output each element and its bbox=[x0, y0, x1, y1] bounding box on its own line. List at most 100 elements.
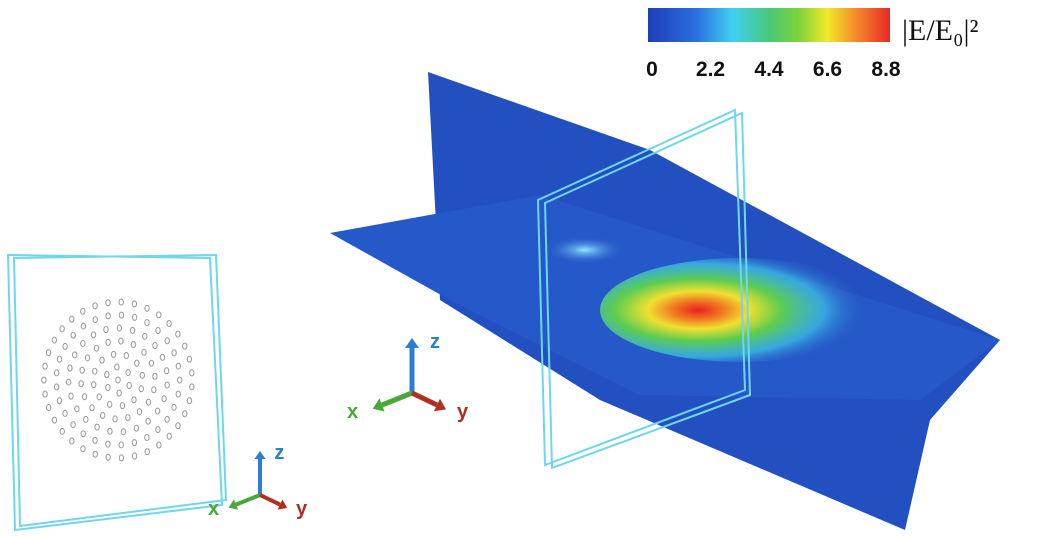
hole bbox=[164, 381, 170, 389]
hole bbox=[152, 372, 158, 380]
hole bbox=[106, 400, 113, 408]
hole bbox=[151, 386, 157, 394]
hole bbox=[131, 396, 137, 404]
hole bbox=[69, 315, 75, 323]
hole bbox=[92, 316, 98, 324]
hole bbox=[79, 366, 85, 374]
hole bbox=[105, 440, 111, 448]
hole bbox=[177, 376, 183, 384]
colorbar-tick-label: 4.4 bbox=[754, 58, 784, 81]
hole bbox=[72, 351, 78, 359]
hole bbox=[93, 344, 100, 352]
hole bbox=[186, 355, 193, 363]
hole bbox=[155, 327, 161, 335]
hole bbox=[175, 362, 182, 370]
hole bbox=[145, 398, 152, 406]
hole bbox=[84, 354, 91, 362]
focal-spot bbox=[600, 258, 880, 362]
hole bbox=[80, 322, 87, 330]
y-arrow bbox=[410, 390, 439, 408]
hole bbox=[131, 313, 138, 321]
hole bbox=[171, 349, 177, 357]
hole bbox=[189, 383, 195, 391]
hole bbox=[120, 428, 127, 436]
hole-pattern bbox=[41, 298, 195, 462]
hole bbox=[175, 390, 181, 398]
hole bbox=[62, 409, 68, 417]
colorbar-label: |E/E₀|² bbox=[902, 14, 978, 47]
y-label: y bbox=[457, 401, 469, 423]
hole bbox=[112, 415, 118, 423]
hole bbox=[118, 298, 124, 306]
x-arrow bbox=[381, 390, 413, 408]
hole bbox=[105, 338, 111, 346]
colorbar-tick-label: 8.8 bbox=[871, 58, 901, 81]
z-label: z bbox=[274, 442, 284, 464]
hole bbox=[118, 337, 124, 345]
hole bbox=[131, 452, 138, 460]
x-label: x bbox=[347, 401, 358, 423]
hole bbox=[80, 307, 86, 315]
hole bbox=[126, 381, 132, 389]
hole bbox=[155, 426, 161, 434]
hole bbox=[189, 369, 195, 377]
hole bbox=[123, 352, 130, 360]
hole bbox=[129, 326, 136, 334]
aperture-frame bbox=[536, 108, 752, 470]
hole bbox=[156, 441, 162, 449]
hole bbox=[78, 380, 84, 388]
hole bbox=[99, 411, 106, 419]
colorbar-tick-label: 6.6 bbox=[813, 58, 842, 81]
hole bbox=[69, 437, 75, 445]
hole bbox=[175, 422, 181, 430]
hole bbox=[80, 445, 86, 453]
hole bbox=[144, 433, 150, 441]
hole bbox=[182, 410, 188, 418]
hole bbox=[118, 441, 124, 449]
colorbar-tick-label: 2.2 bbox=[696, 58, 725, 81]
y-label: y bbox=[296, 498, 308, 520]
hole bbox=[81, 393, 88, 401]
hole bbox=[92, 450, 98, 458]
hole bbox=[148, 359, 155, 367]
hole bbox=[51, 336, 58, 344]
hole bbox=[92, 302, 98, 310]
hole bbox=[154, 407, 161, 415]
hole bbox=[45, 349, 52, 357]
hole bbox=[42, 362, 48, 370]
hole bbox=[133, 424, 140, 432]
hole bbox=[161, 395, 167, 403]
hole bbox=[96, 393, 102, 401]
colorbar-tick-label: 0 bbox=[646, 58, 658, 81]
hole bbox=[105, 299, 111, 307]
x-arrow bbox=[235, 493, 261, 507]
hole bbox=[159, 353, 166, 361]
hole bbox=[53, 369, 60, 377]
hole bbox=[94, 423, 100, 431]
hole bbox=[107, 427, 113, 435]
hole bbox=[99, 356, 105, 364]
hole bbox=[125, 369, 131, 377]
z-label: z bbox=[430, 331, 440, 353]
hole bbox=[90, 331, 97, 339]
y-arrow-head bbox=[277, 499, 288, 510]
hole bbox=[116, 324, 123, 332]
y-arrow bbox=[259, 493, 281, 507]
side-lobe bbox=[545, 236, 625, 264]
hole bbox=[186, 397, 193, 405]
hole bbox=[118, 454, 125, 462]
hole bbox=[144, 448, 150, 456]
hole bbox=[74, 405, 80, 413]
hole bbox=[92, 367, 98, 375]
hole bbox=[80, 339, 86, 347]
hole bbox=[114, 363, 120, 371]
hole bbox=[56, 397, 63, 405]
hole bbox=[142, 332, 148, 340]
hole bbox=[164, 415, 170, 423]
hole bbox=[115, 376, 121, 384]
hole bbox=[103, 326, 109, 334]
hole bbox=[70, 421, 76, 429]
aperture-plate bbox=[6, 253, 228, 532]
hole bbox=[83, 415, 89, 423]
